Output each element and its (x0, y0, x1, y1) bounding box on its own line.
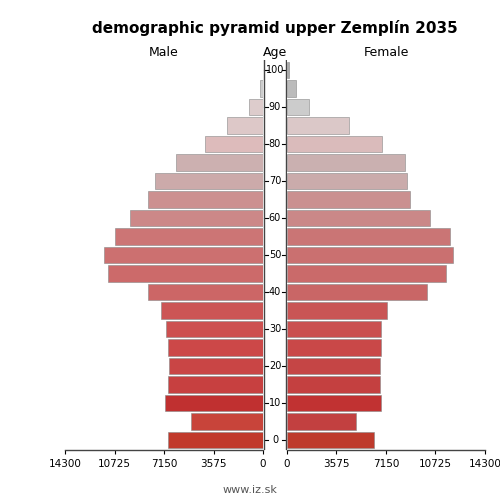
Bar (287, 246, 453, 264)
Bar (155, 172, 263, 190)
Bar (262, 62, 263, 78)
Bar (287, 191, 410, 208)
Bar (287, 394, 381, 411)
Bar (160, 302, 263, 319)
Bar (115, 228, 263, 245)
Bar (287, 358, 380, 374)
Bar (287, 432, 374, 448)
Bar (260, 80, 263, 97)
Bar (287, 265, 446, 282)
Bar (205, 136, 263, 152)
Text: 70: 70 (269, 176, 281, 186)
Text: 50: 50 (269, 250, 281, 260)
Bar (104, 246, 263, 264)
Text: 20: 20 (269, 361, 281, 371)
Bar (168, 376, 263, 392)
Bar (191, 413, 263, 430)
Bar (287, 172, 408, 190)
Bar (168, 339, 263, 355)
Bar (287, 80, 296, 97)
Bar (148, 191, 263, 208)
Bar (287, 136, 382, 152)
Text: 10: 10 (269, 398, 281, 408)
Bar (250, 99, 263, 116)
Bar (168, 432, 263, 448)
Text: 40: 40 (269, 287, 281, 297)
Bar (287, 62, 290, 78)
Bar (227, 118, 263, 134)
Text: demographic pyramid upper Zemplín 2035: demographic pyramid upper Zemplín 2035 (92, 20, 458, 36)
Bar (169, 358, 263, 374)
Text: www.iz.sk: www.iz.sk (222, 485, 278, 495)
Bar (287, 302, 386, 319)
Bar (108, 265, 263, 282)
Bar (287, 413, 356, 430)
Text: 90: 90 (269, 102, 281, 112)
Bar (287, 376, 380, 392)
Title: Age: Age (263, 46, 287, 59)
Bar (287, 339, 381, 355)
Bar (287, 99, 309, 116)
Bar (287, 154, 405, 171)
Bar (287, 228, 450, 245)
Text: 100: 100 (266, 65, 284, 75)
Bar (166, 320, 263, 338)
Bar (164, 394, 263, 411)
Text: 80: 80 (269, 139, 281, 149)
Text: 60: 60 (269, 213, 281, 223)
Bar (130, 210, 263, 226)
Bar (287, 118, 349, 134)
Text: 0: 0 (272, 435, 278, 445)
Title: Male: Male (149, 46, 179, 59)
Bar (287, 320, 381, 338)
Title: Female: Female (364, 46, 408, 59)
Bar (287, 210, 430, 226)
Bar (148, 284, 263, 300)
Text: 30: 30 (269, 324, 281, 334)
Bar (287, 284, 427, 300)
Bar (176, 154, 263, 171)
